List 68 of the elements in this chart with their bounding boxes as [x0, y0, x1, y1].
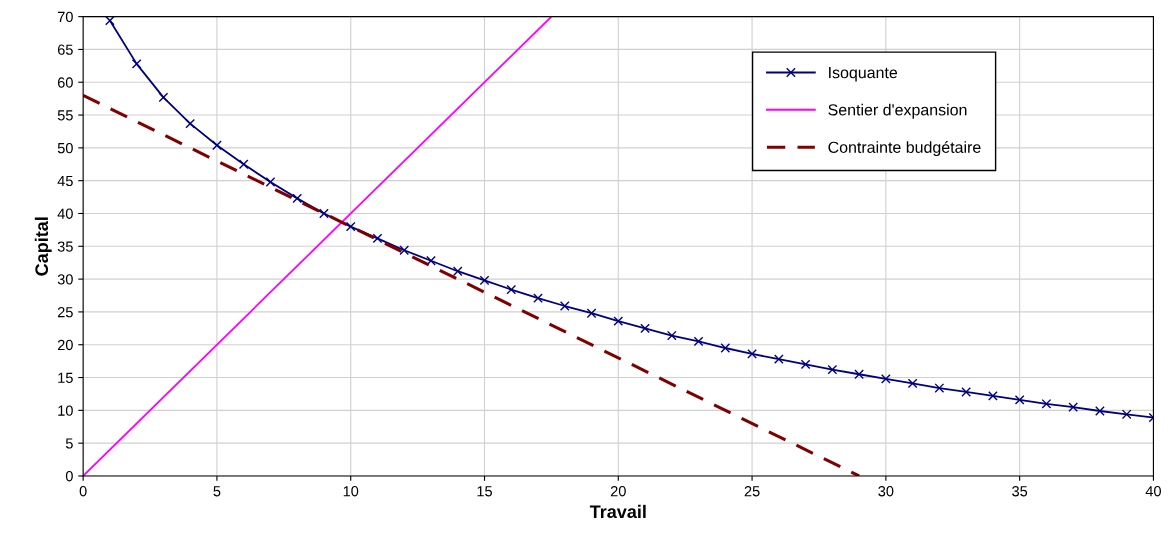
x-tick-label: 5 [213, 486, 221, 497]
y-tick-label: 60 [57, 77, 73, 88]
point [666, 330, 677, 341]
point [131, 59, 142, 69]
y-tick-label: 35 [57, 241, 73, 252]
x-tick-label: 30 [878, 486, 894, 497]
point [319, 208, 329, 219]
point [452, 266, 463, 277]
point [158, 92, 169, 103]
point [292, 193, 303, 204]
point [506, 284, 517, 295]
point [693, 336, 704, 347]
point [586, 308, 597, 319]
x-tick-label: 35 [1012, 486, 1028, 497]
y-tick-label: 65 [57, 44, 73, 55]
point [827, 364, 838, 375]
point [1121, 409, 1132, 420]
point [1014, 394, 1025, 405]
y-tick-label: 5 [65, 438, 73, 449]
point [907, 378, 918, 389]
x-tick-label: 20 [610, 486, 626, 497]
legend-label: Contrainte budgétaire [828, 141, 981, 157]
point [640, 323, 650, 334]
y-tick-label: 45 [57, 175, 73, 187]
point [720, 343, 731, 353]
x-tick-label: 0 [79, 486, 87, 497]
y-tick-label: 30 [57, 274, 73, 285]
point [1041, 398, 1052, 409]
x-axis-title: Travail [589, 504, 646, 519]
point [372, 233, 383, 244]
y-tick-label: 25 [57, 307, 73, 318]
x-tick-label: 10 [343, 486, 359, 497]
point [345, 221, 356, 232]
point [613, 316, 624, 326]
point [747, 349, 757, 359]
y-tick-label: 55 [57, 110, 73, 121]
point [185, 118, 196, 129]
y-tick-label: 40 [57, 208, 73, 219]
point [800, 359, 811, 370]
point [988, 391, 998, 401]
y-axis-title: Capital [34, 217, 52, 276]
point [961, 387, 971, 397]
legend-label: Isoquante [829, 67, 898, 82]
x-tick-label: 40 [1145, 486, 1161, 497]
y-tick-label: 0 [65, 471, 73, 482]
point [105, 16, 115, 26]
legend-label: Sentier d'expansion [828, 103, 967, 119]
x-tick-label: 15 [477, 486, 492, 497]
point [854, 369, 864, 380]
point [265, 177, 276, 187]
point [533, 293, 543, 303]
x-tick-label: 25 [744, 486, 760, 497]
y-tick-label: 15 [58, 372, 73, 383]
y-tick-label: 20 [57, 339, 73, 351]
point [212, 140, 222, 151]
y-tick-label: 50 [57, 142, 73, 154]
point [934, 383, 945, 393]
point [238, 159, 249, 170]
point [880, 373, 891, 384]
point [479, 275, 490, 286]
point [426, 255, 436, 266]
point [399, 245, 410, 256]
point [1068, 402, 1079, 412]
point [773, 354, 784, 365]
point [1095, 406, 1105, 416]
y-tick-label: 10 [58, 405, 73, 416]
point [559, 301, 570, 311]
y-tick-label: 70 [57, 11, 73, 23]
